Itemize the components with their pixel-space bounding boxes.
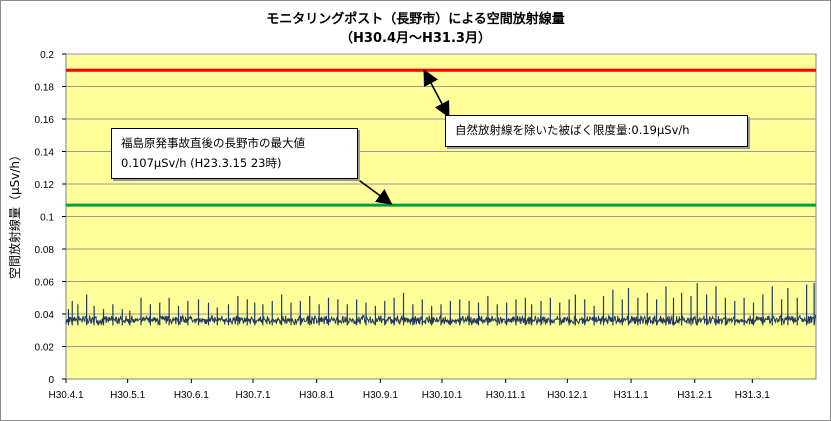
y-tick-label: 0.08 — [35, 245, 55, 256]
chart-title: モニタリングポスト（長野市）による空間放射線量 — [266, 12, 565, 27]
y-tick-label: 0.02 — [35, 343, 55, 354]
y-tick-label: 0.18 — [35, 83, 55, 94]
chart-subtitle: （H30.4月～H31.3月） — [340, 31, 491, 46]
annotation-nagano-max: 福島原発事故直後の長野市の最大値 0.107μSv/h (H23.3.15 23… — [111, 128, 358, 179]
y-tick-label: 0.12 — [35, 180, 55, 191]
x-tick-label: H31.2.1 — [677, 390, 712, 401]
y-tick-label: 0.14 — [35, 148, 55, 159]
y-tick-label: 0.04 — [35, 310, 55, 321]
arrow-dose-limit — [423, 69, 450, 118]
x-tick-label: H31.1.1 — [614, 390, 649, 401]
x-tick-label: H31.3.1 — [735, 390, 770, 401]
x-tick-label: H30.8.1 — [299, 390, 334, 401]
arrow-nagano-max — [355, 177, 393, 205]
x-tick-label: H30.10.1 — [422, 390, 463, 401]
x-tick-label: H30.6.1 — [174, 390, 209, 401]
annotation-nagano-max-line1: 福島原発事故直後の長野市の最大値 — [121, 136, 305, 150]
annotation-nagano-max-line2: 0.107μSv/h (H23.3.15 23時) — [121, 156, 282, 170]
y-tick-label: 0.06 — [35, 278, 55, 289]
y-tick-label: 0.16 — [35, 115, 55, 126]
x-tick-label: H30.5.1 — [110, 390, 145, 401]
y-tick-label: 0 — [48, 375, 54, 386]
x-tick-label: H30.4.1 — [48, 390, 83, 401]
y-tick-label: 0.1 — [40, 213, 54, 224]
x-tick-label: H30.12.1 — [547, 390, 588, 401]
x-tick-label: H30.7.1 — [235, 390, 270, 401]
x-tick-label: H30.11.1 — [486, 390, 526, 401]
x-tick-label: H30.9.1 — [363, 390, 398, 401]
annotation-dose-limit: 自然放射線を除いた被ばく限度量:0.19μSv/h — [445, 115, 748, 147]
annotation-dose-limit-text: 自然放射線を除いた被ばく限度量:0.19μSv/h — [455, 123, 690, 137]
y-tick-label: 0.2 — [40, 50, 54, 61]
